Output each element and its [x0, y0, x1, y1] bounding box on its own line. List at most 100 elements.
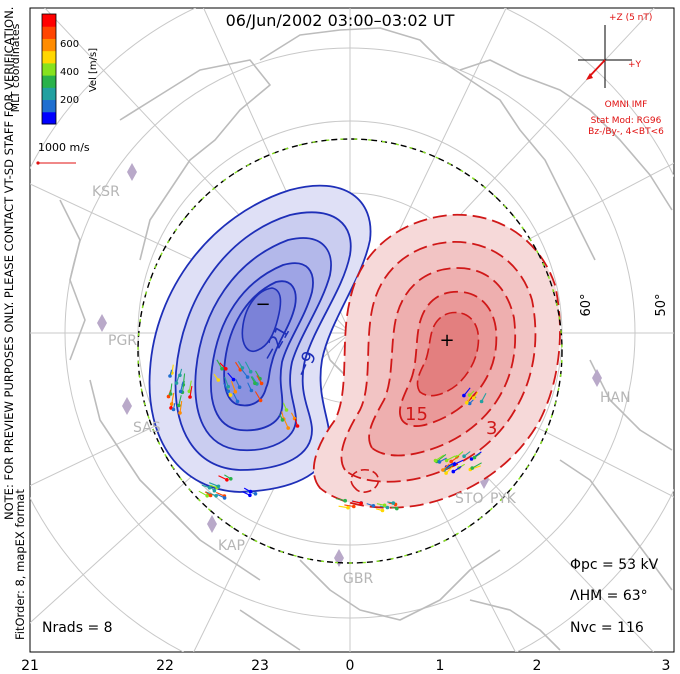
vector-stick	[456, 451, 464, 458]
vector-stick	[224, 376, 229, 387]
vector-origin	[359, 501, 363, 506]
vector-origin	[391, 501, 396, 505]
vector-stick	[446, 455, 456, 461]
mlt-label-3: 3	[662, 658, 671, 674]
mlt-axis: 21 22 23 0 1 2 3	[21, 658, 670, 674]
vector-stick	[281, 411, 285, 420]
vector-origin	[385, 505, 390, 510]
stat-n-rads: Nrads = 8	[42, 620, 113, 636]
vector-stick	[256, 375, 263, 384]
vector-stick	[204, 491, 211, 496]
station-han: HAN	[600, 390, 631, 406]
vector-stick	[344, 504, 354, 508]
vector-stick	[209, 484, 218, 489]
vector-stick	[379, 505, 388, 509]
mlt-label-22: 22	[156, 658, 174, 674]
vector-origin	[178, 411, 182, 415]
colorbar-tick-200: 200	[60, 95, 79, 106]
vector-stick	[439, 457, 447, 463]
mlt-label-23: 23	[251, 658, 269, 674]
imf-stat-conditions: Bz-/By-, 4<BT<6	[588, 127, 664, 137]
vector-stick	[188, 380, 192, 392]
vector-stick	[282, 402, 288, 411]
vector-stick	[227, 372, 234, 380]
vector-stick	[198, 490, 208, 497]
potential-min-marker: −	[255, 294, 270, 315]
colorbar-swatch	[42, 50, 56, 64]
vector-stick	[445, 466, 453, 474]
vector-stick	[237, 361, 243, 369]
vector-stick	[254, 391, 262, 401]
colorbar-tick-400: 400	[60, 67, 79, 78]
colorbar-swatch	[42, 111, 56, 125]
vector-stick	[232, 392, 238, 402]
station-labels: KSR PGR SAS KAP GBR HAN STO PYK	[92, 184, 631, 587]
vector-stick	[450, 455, 460, 463]
station-gbr: GBR	[343, 571, 373, 587]
vector-stick	[216, 359, 223, 369]
colorbar-tick-600: 600	[60, 39, 79, 50]
vector-stick	[171, 392, 175, 405]
station-ksr: KSR	[92, 184, 120, 200]
mlt-label-0: 0	[346, 658, 355, 674]
imf-y-label: +Y	[628, 60, 642, 70]
station-sas: SAS	[133, 420, 161, 436]
vector-stick	[335, 498, 346, 502]
stat-n-vc: Nvc = 116	[570, 620, 644, 636]
colorbar-swatch	[42, 14, 56, 27]
velocity-scale: 1000 m/s	[36, 141, 90, 165]
stat-lambda-hm: ΛHM = 63°	[570, 588, 648, 604]
vector-stick	[218, 475, 228, 481]
vector-stick	[279, 414, 283, 421]
latitude-label-60: 60°	[579, 293, 594, 316]
vector-origin	[235, 399, 240, 404]
vector-stick	[170, 383, 173, 395]
station-sto: STO	[455, 491, 483, 507]
latitude-label-50: 50°	[654, 293, 669, 316]
vector-stick	[454, 459, 464, 465]
vector-stick	[463, 451, 471, 457]
vector-stick	[442, 463, 450, 471]
station-pgr: PGR	[108, 333, 137, 349]
vector-stick	[215, 491, 225, 497]
vector-stick	[179, 368, 183, 376]
map-title: 06/Jun/2002 03:00–03:02 UT	[226, 11, 455, 30]
vector-stick	[244, 361, 252, 372]
positive-potential-cell	[312, 213, 561, 509]
vector-stick	[387, 501, 394, 504]
vector-stick	[352, 500, 362, 504]
mlt-label-2: 2	[533, 658, 542, 674]
vector-stick	[178, 395, 182, 406]
contour-label-15: 15	[405, 404, 428, 425]
velocity-scale-label: 1000 m/s	[38, 141, 90, 154]
vector-origin	[382, 503, 387, 508]
vector-stick	[436, 453, 447, 462]
vector-stick	[189, 385, 193, 398]
vector-stick	[255, 370, 261, 379]
vector-stick	[250, 376, 256, 384]
vector-origin	[169, 402, 174, 406]
vector-stick	[175, 376, 180, 384]
colorbar-unit: Vel [m/s]	[88, 48, 99, 92]
vector-stick	[443, 464, 454, 471]
potential-max-marker: +	[439, 330, 454, 351]
vector-origin	[395, 506, 399, 511]
vector-stick	[294, 418, 299, 427]
vector-stick	[223, 382, 229, 392]
vector-stick	[230, 380, 236, 392]
negative-potential-cell	[148, 184, 372, 493]
vector-origin	[371, 504, 376, 508]
colorbar-swatch	[42, 75, 56, 88]
vector-stick	[471, 462, 482, 469]
vector-stick	[243, 487, 251, 493]
vector-stick	[209, 482, 219, 487]
vector-stick	[171, 364, 174, 374]
vector-stick	[376, 503, 385, 506]
velocity-colorbar: 600 400 200 Vel [m/s]	[41, 13, 99, 125]
stat-phi-pc: Φpc = 53 kV	[570, 557, 659, 573]
vector-stick	[224, 474, 232, 480]
vector-stick	[473, 391, 479, 399]
vector-stick	[284, 420, 289, 429]
vector-stick	[463, 387, 471, 396]
